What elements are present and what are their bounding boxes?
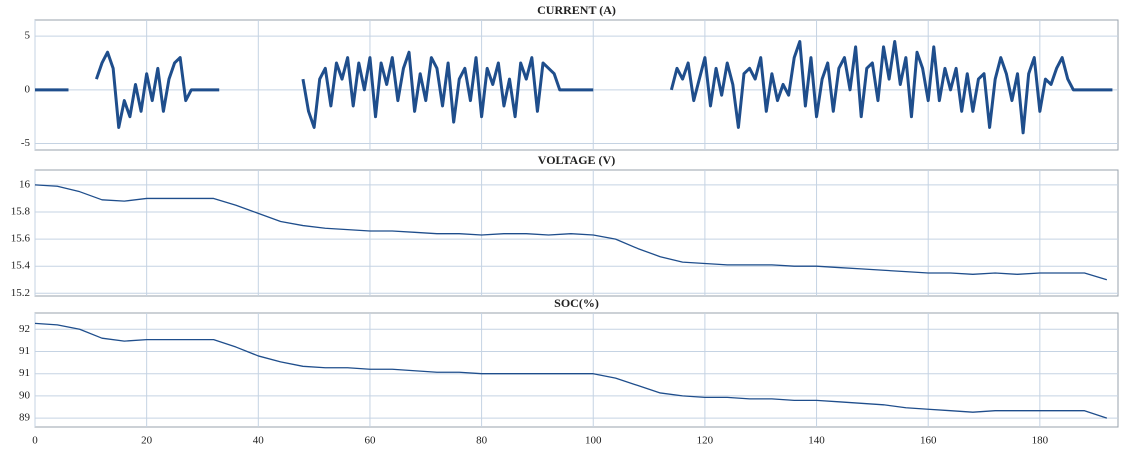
data-line bbox=[34, 322, 1108, 419]
y-tick-label: 15.6 bbox=[11, 233, 31, 245]
y-tick-label: -5 bbox=[21, 137, 31, 149]
y-tick-label: 15.8 bbox=[11, 206, 31, 218]
y-tick-label: 15.4 bbox=[11, 260, 31, 272]
y-tick-label: 89 bbox=[19, 412, 31, 424]
x-tick-label: 160 bbox=[920, 435, 937, 447]
x-tick-label: 60 bbox=[364, 435, 376, 447]
y-tick-label: 92 bbox=[19, 323, 30, 335]
y-tick-label: 16 bbox=[19, 178, 31, 190]
chart-title: CURRENT (A) bbox=[537, 3, 616, 17]
plot-area bbox=[34, 312, 1119, 428]
chart-title: VOLTAGE (V) bbox=[538, 153, 615, 167]
y-tick-label: 15.2 bbox=[11, 287, 30, 299]
x-tick-label: 120 bbox=[697, 435, 714, 447]
y-tick-label: 90 bbox=[19, 389, 31, 401]
x-tick-label: 140 bbox=[808, 435, 825, 447]
data-line bbox=[35, 39, 1113, 135]
x-tick-label: 0 bbox=[32, 435, 38, 447]
x-tick-label: 20 bbox=[141, 435, 153, 447]
chart-title: SOC(%) bbox=[554, 296, 599, 310]
x-tick-label: 100 bbox=[585, 435, 602, 447]
x-tick-label: 80 bbox=[476, 435, 488, 447]
y-tick-label: 91 bbox=[19, 345, 30, 357]
plot-area bbox=[34, 19, 1119, 151]
x-tick-label: 40 bbox=[253, 435, 265, 447]
x-tick-label: 180 bbox=[1032, 435, 1049, 447]
y-tick-label: 91 bbox=[19, 367, 30, 379]
y-tick-label: 0 bbox=[25, 83, 31, 95]
y-tick-label: 5 bbox=[25, 30, 31, 42]
data-line bbox=[34, 184, 1108, 281]
plot-area bbox=[34, 169, 1119, 297]
